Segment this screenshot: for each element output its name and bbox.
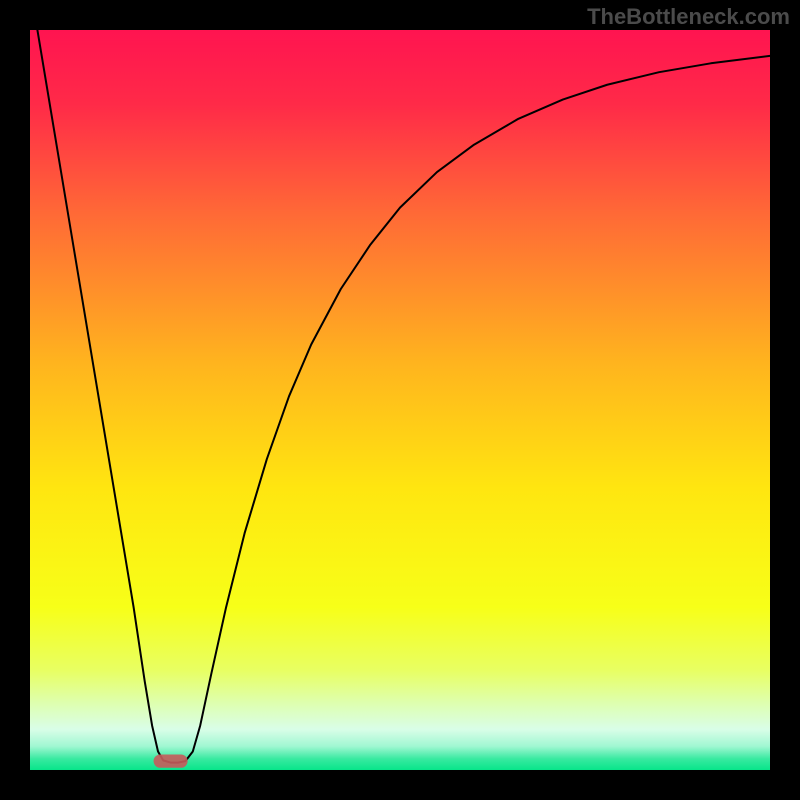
optimum-marker <box>154 754 188 767</box>
watermark-text: TheBottleneck.com <box>587 4 790 30</box>
chart-root: TheBottleneck.com <box>0 0 800 800</box>
chart-svg <box>30 30 770 770</box>
plot-area <box>30 30 770 770</box>
